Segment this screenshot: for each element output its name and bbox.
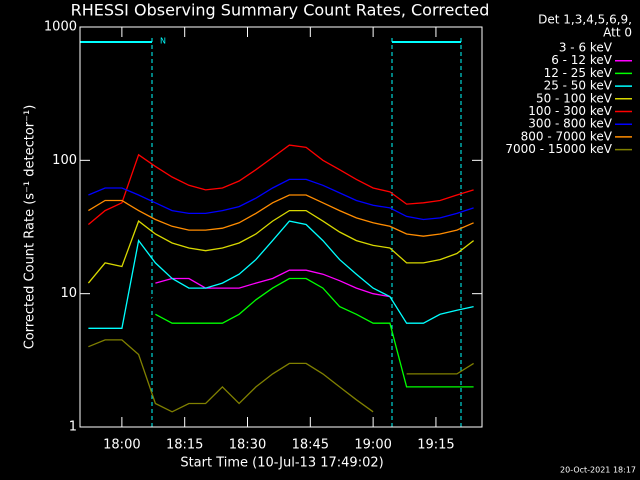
legend-label: 7000 - 15000 keV — [505, 142, 612, 156]
legend-label: 12 - 25 keV — [544, 66, 613, 80]
y-tick-label: 10 — [60, 286, 77, 301]
series-line — [87, 144, 474, 225]
plot-frame — [79, 26, 483, 428]
series-line — [138, 292, 391, 364]
legend-label: 50 - 100 keV — [536, 91, 613, 105]
annotation: N — [160, 37, 166, 46]
legend-label: 100 - 300 keV — [528, 104, 612, 118]
series-line — [155, 269, 391, 298]
series-line — [88, 339, 474, 413]
legend-label: 800 - 7000 keV — [521, 129, 613, 143]
legend-title: Det 1,3,4,5,6,9, — [538, 13, 632, 27]
series-line — [88, 194, 474, 237]
x-tick-label: 18:45 — [292, 438, 329, 453]
y-tick-label: 100 — [52, 153, 77, 168]
chart-title: RHESSI Observing Summary Count Rates, Co… — [71, 1, 490, 20]
x-tick-label: 18:15 — [166, 438, 203, 453]
legend-label: 25 - 50 keV — [544, 79, 613, 93]
x-axis-label: Start Time (10-Jul-13 17:49:02) — [180, 456, 383, 471]
legend-title: Att 0 — [603, 26, 632, 40]
y-tick-label: 1 — [69, 420, 77, 435]
series-line — [88, 178, 474, 221]
legend-label: 6 - 12 keV — [551, 53, 613, 67]
timestamp: 20-Oct-2021 18:17 — [560, 466, 636, 475]
series-line — [88, 220, 474, 329]
legend-label: 300 - 800 keV — [528, 117, 612, 131]
x-tick-label: 19:15 — [417, 438, 454, 453]
y-axis-label: Corrected Count Rate (s⁻¹ detector⁻¹) — [23, 105, 38, 350]
series-line — [155, 277, 474, 388]
legend-label: 3 - 6 keV — [559, 41, 613, 55]
x-tick-label: 18:30 — [229, 438, 266, 453]
x-tick-label: 18:00 — [103, 438, 140, 453]
series-line — [87, 209, 474, 284]
x-tick-label: 19:00 — [354, 438, 391, 453]
y-tick-label: 1000 — [44, 20, 77, 35]
